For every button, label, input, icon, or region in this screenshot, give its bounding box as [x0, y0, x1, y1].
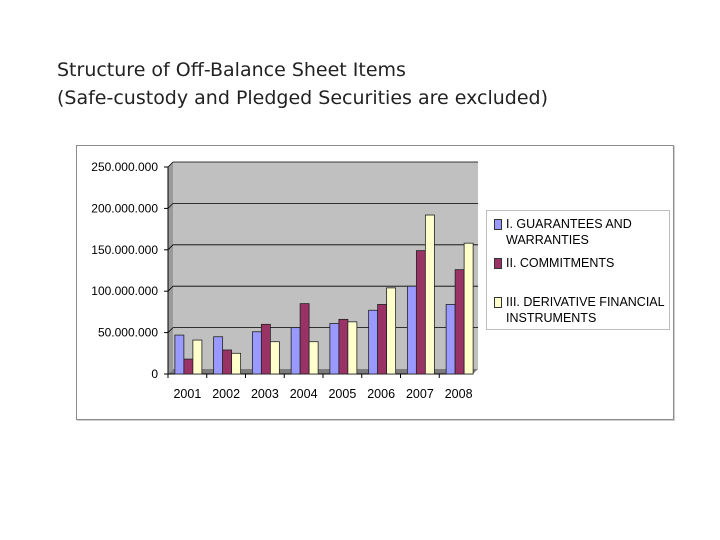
legend-item-commitments: II. COMMITMENTS [494, 255, 668, 271]
bar [338, 318, 349, 375]
x-tick-label: 2001 [173, 387, 201, 401]
gridline-diagonal [167, 161, 174, 168]
bar [299, 303, 310, 375]
y-tick-label: 200.000.000 [91, 201, 158, 215]
legend-swatch-commitments [494, 258, 502, 269]
bar [415, 250, 426, 375]
y-tick-label: 50.000.000 [98, 326, 158, 340]
x-tick-label: 2003 [251, 387, 279, 401]
gridline-diagonal [167, 327, 174, 333]
x-tick-label: 2006 [367, 387, 395, 401]
y-tick-label: 0 [151, 367, 158, 381]
bar [368, 309, 379, 375]
slide-title-line-2: (Safe-custody and Pledged Securities are… [57, 87, 548, 109]
legend-label-guarantees: I. GUARANTEES AND WARRANTIES [506, 217, 632, 247]
bar [377, 304, 388, 375]
bar [445, 304, 456, 375]
bar [213, 336, 224, 375]
chart-legend: I. GUARANTEES AND WARRANTIES II. COMMITM… [486, 210, 670, 330]
y-tick-label: 100.000.000 [91, 284, 158, 298]
bar [290, 327, 301, 375]
plot-floor [168, 369, 478, 374]
x-tick-label: 2005 [328, 387, 356, 401]
y-tick-label: 250.000.000 [91, 160, 158, 174]
bar [386, 287, 397, 375]
x-tick-label: 2002 [212, 387, 240, 401]
x-tick-label: 2007 [406, 387, 434, 401]
legend-item-guarantees: I. GUARANTEES AND WARRANTIES [494, 216, 668, 248]
slide-title: Structure of Off-Balance Sheet Items (Sa… [57, 56, 677, 112]
bar [183, 358, 194, 375]
legend-label-commitments: II. COMMITMENTS [506, 256, 615, 270]
plot-side-wall [168, 162, 173, 374]
y-tick-label: 150.000.000 [91, 243, 158, 257]
bar [269, 341, 280, 375]
bar [347, 321, 358, 375]
bar [308, 341, 319, 375]
legend-label-derivatives: III. DERIVATIVE FINANCIAL INSTRUMENTS [506, 295, 665, 325]
gridline-diagonal [167, 285, 174, 292]
bar [260, 323, 271, 375]
gridline-diagonal [167, 244, 174, 251]
bar [329, 323, 340, 375]
legend-swatch-derivatives [494, 297, 502, 308]
legend-swatch-guarantees [494, 219, 502, 230]
bar [454, 269, 465, 375]
bar [406, 285, 417, 375]
bar [251, 331, 262, 375]
bar [222, 349, 233, 375]
bar [192, 339, 203, 375]
bar [463, 242, 474, 375]
x-tick-label: 2004 [290, 387, 318, 401]
slide-title-line-1: Structure of Off-Balance Sheet Items [57, 59, 406, 81]
legend-item-derivatives: III. DERIVATIVE FINANCIAL INSTRUMENTS [494, 294, 668, 326]
gridline-diagonal [167, 203, 174, 209]
bar [231, 352, 242, 375]
bar [174, 334, 185, 375]
bar [424, 214, 435, 375]
x-tick-label: 2008 [445, 387, 473, 401]
